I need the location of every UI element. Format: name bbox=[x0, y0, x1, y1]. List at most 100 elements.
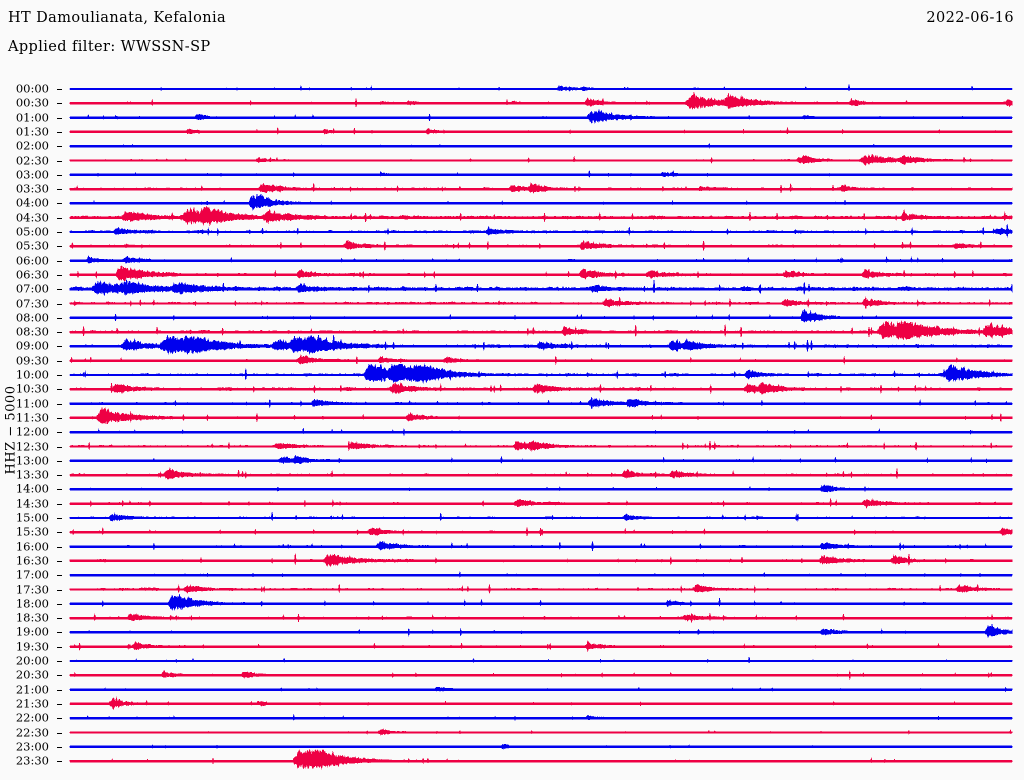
time-axis-tick bbox=[57, 232, 62, 233]
page-title: HT Damoulianata, Kefalonia bbox=[8, 10, 227, 26]
time-axis-tick-label: 22:00 bbox=[15, 710, 49, 725]
time-axis-tick bbox=[57, 747, 62, 748]
time-axis-tick-label: 08:00 bbox=[15, 310, 49, 325]
time-axis-tick bbox=[57, 461, 62, 462]
time-axis-tick bbox=[57, 161, 62, 162]
time-axis-tick-label: 13:00 bbox=[15, 453, 49, 468]
time-axis-tick-label: 23:00 bbox=[15, 739, 49, 754]
seismic-trace bbox=[69, 334, 1013, 355]
time-axis-tick bbox=[57, 318, 62, 319]
time-axis-tick bbox=[57, 647, 62, 648]
seismic-trace bbox=[69, 624, 1013, 639]
seismic-trace bbox=[69, 279, 1013, 297]
time-axis-tick-label: 16:30 bbox=[15, 553, 49, 568]
time-axis-tick-label: 18:00 bbox=[15, 596, 49, 611]
time-axis-tick bbox=[57, 332, 62, 333]
time-axis-tick-label: 21:30 bbox=[15, 696, 49, 711]
time-axis-tick bbox=[57, 346, 62, 347]
time-axis-tick bbox=[57, 504, 62, 505]
time-axis-tick-label: 22:30 bbox=[15, 724, 49, 739]
time-axis-tick-label: 00:00 bbox=[15, 81, 49, 96]
time-axis-tick-label: 10:30 bbox=[15, 381, 49, 396]
time-axis-tick bbox=[57, 289, 62, 290]
time-axis-tick bbox=[57, 532, 62, 533]
time-axis-tick-label: 23:30 bbox=[15, 753, 49, 768]
seismic-trace bbox=[69, 91, 1013, 110]
time-axis-tick bbox=[57, 475, 62, 476]
time-axis-tick bbox=[57, 418, 62, 419]
time-axis-tick bbox=[57, 675, 62, 676]
time-axis-tick bbox=[57, 447, 62, 448]
seismic-trace bbox=[69, 512, 1013, 522]
time-axis-tick bbox=[57, 661, 62, 662]
seismic-trace bbox=[69, 406, 1013, 425]
time-axis-tick bbox=[57, 489, 62, 490]
time-axis-tick bbox=[57, 375, 62, 376]
time-axis-tick bbox=[57, 733, 62, 734]
time-axis-tick bbox=[57, 189, 62, 190]
time-axis-tick-label: 13:30 bbox=[15, 467, 49, 482]
time-axis-tick-label: 06:30 bbox=[15, 267, 49, 282]
time-axis-tick bbox=[57, 203, 62, 204]
seismic-trace bbox=[69, 748, 1013, 770]
time-axis-tick-label: 12:00 bbox=[15, 424, 49, 439]
time-axis-tick bbox=[57, 718, 62, 719]
applied-filter-label: Applied filter: WWSSN-SP bbox=[8, 39, 211, 55]
time-axis-tick-label: 20:00 bbox=[15, 653, 49, 668]
time-axis-tick-label: 19:30 bbox=[15, 638, 49, 653]
time-axis-tick-label: 06:00 bbox=[15, 252, 49, 267]
time-axis-tick bbox=[57, 561, 62, 562]
seismic-trace bbox=[69, 467, 1013, 480]
time-axis-tick-label: 14:00 bbox=[15, 481, 49, 496]
seismic-trace bbox=[69, 593, 1013, 611]
time-axis-tick-label: 21:00 bbox=[15, 681, 49, 696]
time-axis-tick-label: 08:30 bbox=[15, 324, 49, 339]
seismic-trace bbox=[69, 308, 1013, 323]
seismic-trace bbox=[69, 265, 1013, 281]
time-axis-tick bbox=[57, 690, 62, 691]
time-axis-tick bbox=[57, 761, 62, 762]
time-axis-tick-label: 09:30 bbox=[15, 352, 49, 367]
time-axis-tick bbox=[57, 218, 62, 219]
time-axis-tick bbox=[57, 175, 62, 176]
time-axis-tick-label: 05:30 bbox=[15, 238, 49, 253]
time-axis-tick bbox=[57, 246, 62, 247]
time-axis-tick bbox=[57, 261, 62, 262]
time-axis-tick bbox=[57, 118, 62, 119]
seismic-trace bbox=[69, 320, 1013, 341]
time-axis-tick-label: 04:30 bbox=[15, 209, 49, 224]
time-axis-tick-label: 07:00 bbox=[15, 281, 49, 296]
time-axis-tick bbox=[57, 704, 62, 705]
time-axis-tick-label: 03:30 bbox=[15, 181, 49, 196]
time-axis-tick bbox=[57, 89, 62, 90]
time-axis-tick-label: 11:00 bbox=[15, 395, 49, 410]
time-axis-tick bbox=[57, 389, 62, 390]
time-axis-tick-label: 18:30 bbox=[15, 610, 49, 625]
time-axis-tick-label: 17:30 bbox=[15, 581, 49, 596]
time-axis-tick bbox=[57, 432, 62, 433]
time-axis-tick-label: 14:30 bbox=[15, 495, 49, 510]
time-axis-tick-label: 00:30 bbox=[15, 95, 49, 110]
time-axis-labels: 00:00 00:30 01:00 01:30 02:00 02:30 03:00 03:30… bbox=[0, 0, 62, 780]
seismic-trace bbox=[69, 363, 1013, 384]
time-axis-tick bbox=[57, 618, 62, 619]
time-axis-tick bbox=[57, 146, 62, 147]
time-axis-tick-label: 10:00 bbox=[15, 367, 49, 382]
time-axis-tick bbox=[57, 132, 62, 133]
time-axis-tick bbox=[57, 404, 62, 405]
time-axis-tick bbox=[57, 275, 62, 276]
seismic-trace bbox=[69, 224, 1013, 238]
time-axis-tick-label: 11:30 bbox=[15, 410, 49, 425]
time-axis-tick bbox=[57, 547, 62, 548]
seismic-trace bbox=[69, 205, 1013, 227]
time-axis-tick-label: 04:00 bbox=[15, 195, 49, 210]
time-axis-tick bbox=[57, 304, 62, 305]
time-axis-tick-label: 03:00 bbox=[15, 167, 49, 182]
time-axis-tick-label: 16:00 bbox=[15, 538, 49, 553]
time-axis-tick-label: 17:00 bbox=[15, 567, 49, 582]
time-axis-tick bbox=[57, 103, 62, 104]
time-axis-tick-label: 05:00 bbox=[15, 224, 49, 239]
time-axis-tick-label: 09:00 bbox=[15, 338, 49, 353]
time-axis-tick bbox=[57, 604, 62, 605]
